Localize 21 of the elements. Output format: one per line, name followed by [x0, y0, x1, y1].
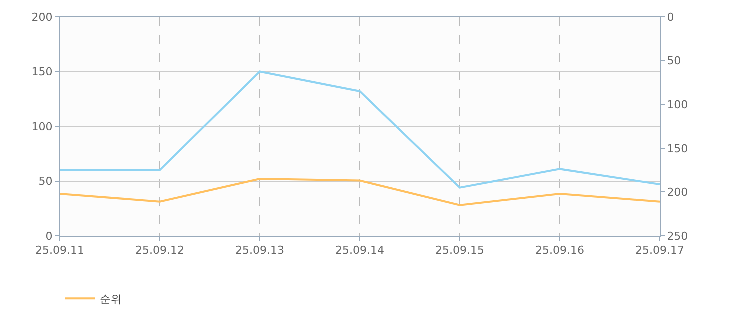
- x-tick-label: 25.09.11: [36, 244, 84, 258]
- y2-tick-label: 200: [667, 186, 688, 200]
- y2-tick-label: 50: [667, 54, 682, 68]
- y2-tick-label: 100: [667, 98, 688, 112]
- line-series: [60, 70, 660, 189]
- x-tick-label: 25.09.14: [336, 244, 384, 258]
- y2-tick-label: 150: [667, 142, 688, 156]
- y-tick-label: 200: [32, 10, 53, 24]
- x-tick-label: 25.09.15: [436, 244, 484, 258]
- y-tick-label: 0: [46, 230, 53, 243]
- y-tick-label: 50: [38, 175, 53, 188]
- x-tick-label: 25.09.12: [136, 244, 184, 258]
- y2-tick-label: 0: [667, 10, 674, 24]
- x-tick-label: 25.09.16: [536, 244, 584, 258]
- x-tick-label: 25.09.13: [236, 244, 284, 258]
- y-tick-label: 150: [32, 66, 53, 79]
- line-series: [60, 178, 660, 206]
- x-tick-label: 25.09.17: [636, 244, 684, 258]
- y-tick-label: 100: [32, 120, 53, 134]
- legend-label: 순위: [100, 292, 122, 306]
- y2-tick-label: 250: [667, 230, 688, 243]
